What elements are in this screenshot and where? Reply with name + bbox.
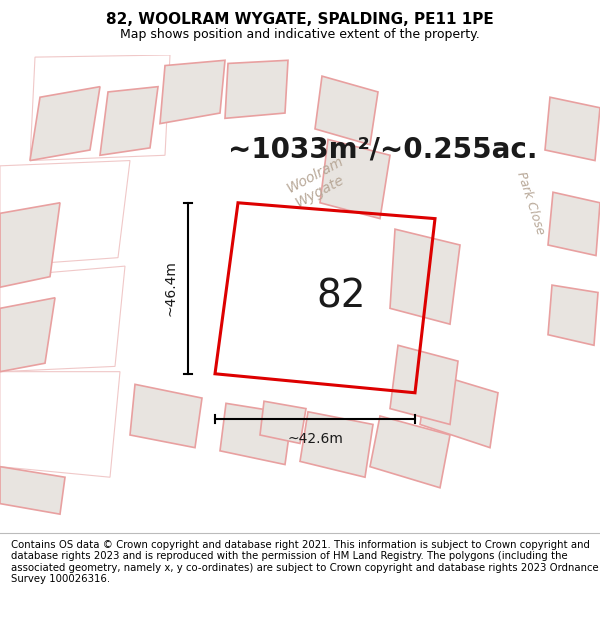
Polygon shape: [490, 55, 600, 388]
Polygon shape: [0, 202, 60, 288]
Polygon shape: [548, 192, 600, 256]
Text: ~1033m²/~0.255ac.: ~1033m²/~0.255ac.: [228, 136, 538, 164]
Polygon shape: [545, 98, 600, 161]
Text: 82: 82: [316, 278, 365, 316]
Polygon shape: [0, 467, 65, 514]
Text: Contains OS data © Crown copyright and database right 2021. This information is : Contains OS data © Crown copyright and d…: [11, 539, 598, 584]
Polygon shape: [548, 285, 598, 345]
Polygon shape: [160, 60, 225, 124]
Polygon shape: [320, 139, 390, 219]
Polygon shape: [390, 229, 460, 324]
Text: Map shows position and indicative extent of the property.: Map shows position and indicative extent…: [120, 28, 480, 41]
Text: Woolram
Wygate: Woolram Wygate: [285, 154, 354, 209]
Polygon shape: [390, 345, 458, 424]
Text: ~46.4m: ~46.4m: [164, 261, 178, 316]
Polygon shape: [300, 412, 373, 478]
Polygon shape: [0, 446, 110, 530]
Polygon shape: [225, 60, 288, 118]
Text: 82, WOOLRAM WYGATE, SPALDING, PE11 1PE: 82, WOOLRAM WYGATE, SPALDING, PE11 1PE: [106, 12, 494, 27]
Polygon shape: [0, 298, 55, 372]
Text: ~42.6m: ~42.6m: [287, 432, 343, 446]
Text: Park Close: Park Close: [514, 169, 547, 236]
Polygon shape: [0, 71, 600, 472]
Polygon shape: [260, 401, 306, 444]
Polygon shape: [315, 76, 378, 145]
Polygon shape: [100, 87, 158, 155]
Polygon shape: [420, 372, 498, 448]
Polygon shape: [130, 384, 202, 448]
Polygon shape: [30, 87, 100, 161]
Polygon shape: [370, 416, 450, 488]
Polygon shape: [220, 403, 292, 464]
